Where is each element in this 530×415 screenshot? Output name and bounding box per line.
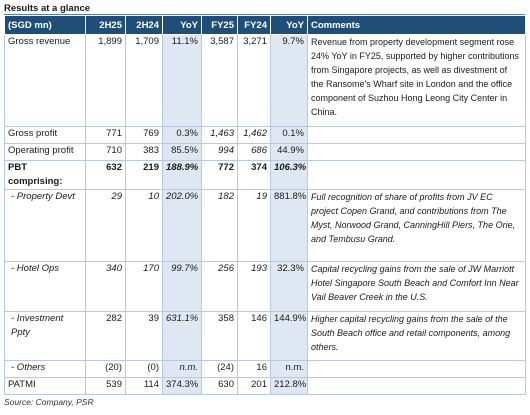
cell-yoy-half: 0.3%: [162, 126, 202, 144]
cell-2h25: 340: [85, 261, 126, 312]
cell-yoy-half: 202.0%: [162, 189, 202, 262]
cell-yoy-full: n.m.: [270, 360, 308, 378]
row-label: - Investment Ppty: [4, 311, 86, 361]
header-2h24: 2H24: [125, 15, 163, 35]
cell-fy25: 630: [201, 377, 238, 395]
cell-comment: [307, 377, 526, 395]
row-label: PBT comprising:: [4, 160, 86, 190]
cell-yoy-full: 32.3%: [270, 261, 308, 312]
cell-fy24: 686: [237, 143, 271, 161]
cell-fy24: 1,462: [237, 126, 271, 144]
cell-comment: [307, 360, 526, 378]
cell-yoy-half: 85.5%: [162, 143, 202, 161]
cell-yoy-full: 0.1%: [270, 126, 308, 144]
cell-2h25: 771: [85, 126, 126, 144]
cell-2h24: 1,709: [125, 34, 163, 127]
table-row: Gross revenue 1,899 1,709 11.1% 3,587 3,…: [4, 34, 526, 127]
cell-2h24: 39: [125, 311, 163, 361]
row-label: Gross revenue: [4, 34, 86, 127]
cell-fy25: 182: [201, 189, 238, 262]
header-yoy-half: YoY: [162, 15, 202, 35]
cell-fy24: 19: [237, 189, 271, 262]
table-row: Operating profit 710 383 85.5% 994 686 4…: [4, 143, 526, 161]
row-label: - Others: [4, 360, 86, 378]
source-note: Source: Company, PSR: [4, 397, 94, 407]
cell-yoy-full: 106.3%: [270, 160, 308, 190]
header-yoy-full: YoY: [270, 15, 308, 35]
title-divider: [4, 14, 525, 15]
cell-fy25: 994: [201, 143, 238, 161]
cell-comment: Higher capital recycling gains from the …: [307, 311, 526, 361]
cell-2h25: 710: [85, 143, 126, 161]
header-2h25: 2H25: [85, 15, 126, 35]
cell-2h24: 170: [125, 261, 163, 312]
cell-yoy-full: 9.7%: [270, 34, 308, 127]
row-label: Gross profit: [4, 126, 86, 144]
header-comments: Comments: [307, 15, 526, 35]
cell-yoy-half: 374.3%: [162, 377, 202, 395]
cell-comment: Capital recycling gains from the sale of…: [307, 261, 526, 312]
cell-2h24: 219: [125, 160, 163, 190]
row-label: - Property Devt: [4, 189, 86, 262]
cell-2h24: (0): [125, 360, 163, 378]
cell-2h25: 282: [85, 311, 126, 361]
cell-fy24: 374: [237, 160, 271, 190]
cell-2h25: 29: [85, 189, 126, 262]
cell-2h24: 383: [125, 143, 163, 161]
header-fy25: FY25: [201, 15, 238, 35]
row-label: PATMI: [4, 377, 86, 395]
cell-fy25: 3,587: [201, 34, 238, 127]
cell-fy24: 201: [237, 377, 271, 395]
cell-yoy-half: n.m.: [162, 360, 202, 378]
cell-comment: Full recognition of share of profits fro…: [307, 189, 526, 262]
cell-fy24: 146: [237, 311, 271, 361]
cell-fy25: (24): [201, 360, 238, 378]
cell-2h25: (20): [85, 360, 126, 378]
cell-yoy-half: 631.1%: [162, 311, 202, 361]
cell-fy25: 772: [201, 160, 238, 190]
cell-yoy-full: 881.8%: [270, 189, 308, 262]
cell-fy25: 256: [201, 261, 238, 312]
header-metric: (SGD mn): [4, 15, 86, 35]
cell-2h25: 1,899: [85, 34, 126, 127]
cell-fy25: 1,463: [201, 126, 238, 144]
cell-2h24: 10: [125, 189, 163, 262]
table-title: Results at a glance: [4, 3, 91, 14]
cell-fy24: 193: [237, 261, 271, 312]
row-label: - Hotel Ops: [4, 261, 86, 312]
cell-yoy-half: 11.1%: [162, 34, 202, 127]
row-label: Operating profit: [4, 143, 86, 161]
cell-2h25: 632: [85, 160, 126, 190]
table-row: - Hotel Ops 340 170 99.7% 256 193 32.3% …: [4, 261, 526, 312]
table-row: PBT comprising: 632 219 188.9% 772 374 1…: [4, 160, 526, 190]
cell-comment: Revenue from property development segmen…: [307, 34, 526, 127]
cell-yoy-full: 44.9%: [270, 143, 308, 161]
cell-fy24: 3,271: [237, 34, 271, 127]
header-fy24: FY24: [237, 15, 271, 35]
cell-comment: [307, 160, 526, 190]
cell-yoy-half: 188.9%: [162, 160, 202, 190]
cell-yoy-full: 212.8%: [270, 377, 308, 395]
cell-comment: [307, 143, 526, 161]
table-row: Gross profit 771 769 0.3% 1,463 1,462 0.…: [4, 126, 526, 144]
cell-2h25: 539: [85, 377, 126, 395]
cell-fy24: 16: [237, 360, 271, 378]
cell-comment: [307, 126, 526, 144]
cell-yoy-full: 144.9%: [270, 311, 308, 361]
table-row: PATMI 539 114 374.3% 630 201 212.8%: [4, 377, 526, 395]
cell-yoy-half: 99.7%: [162, 261, 202, 312]
cell-2h24: 114: [125, 377, 163, 395]
header-row: (SGD mn) 2H25 2H24 YoY FY25 FY24 YoY Com…: [4, 15, 526, 35]
table-row: - Others (20) (0) n.m. (24) 16 n.m.: [4, 360, 526, 378]
table-row: - Investment Ppty 282 39 631.1% 358 146 …: [4, 311, 526, 361]
cell-2h24: 769: [125, 126, 163, 144]
cell-fy25: 358: [201, 311, 238, 361]
results-table: (SGD mn) 2H25 2H24 YoY FY25 FY24 YoY Com…: [4, 15, 526, 395]
table-row: - Property Devt 29 10 202.0% 182 19 881.…: [4, 189, 526, 262]
